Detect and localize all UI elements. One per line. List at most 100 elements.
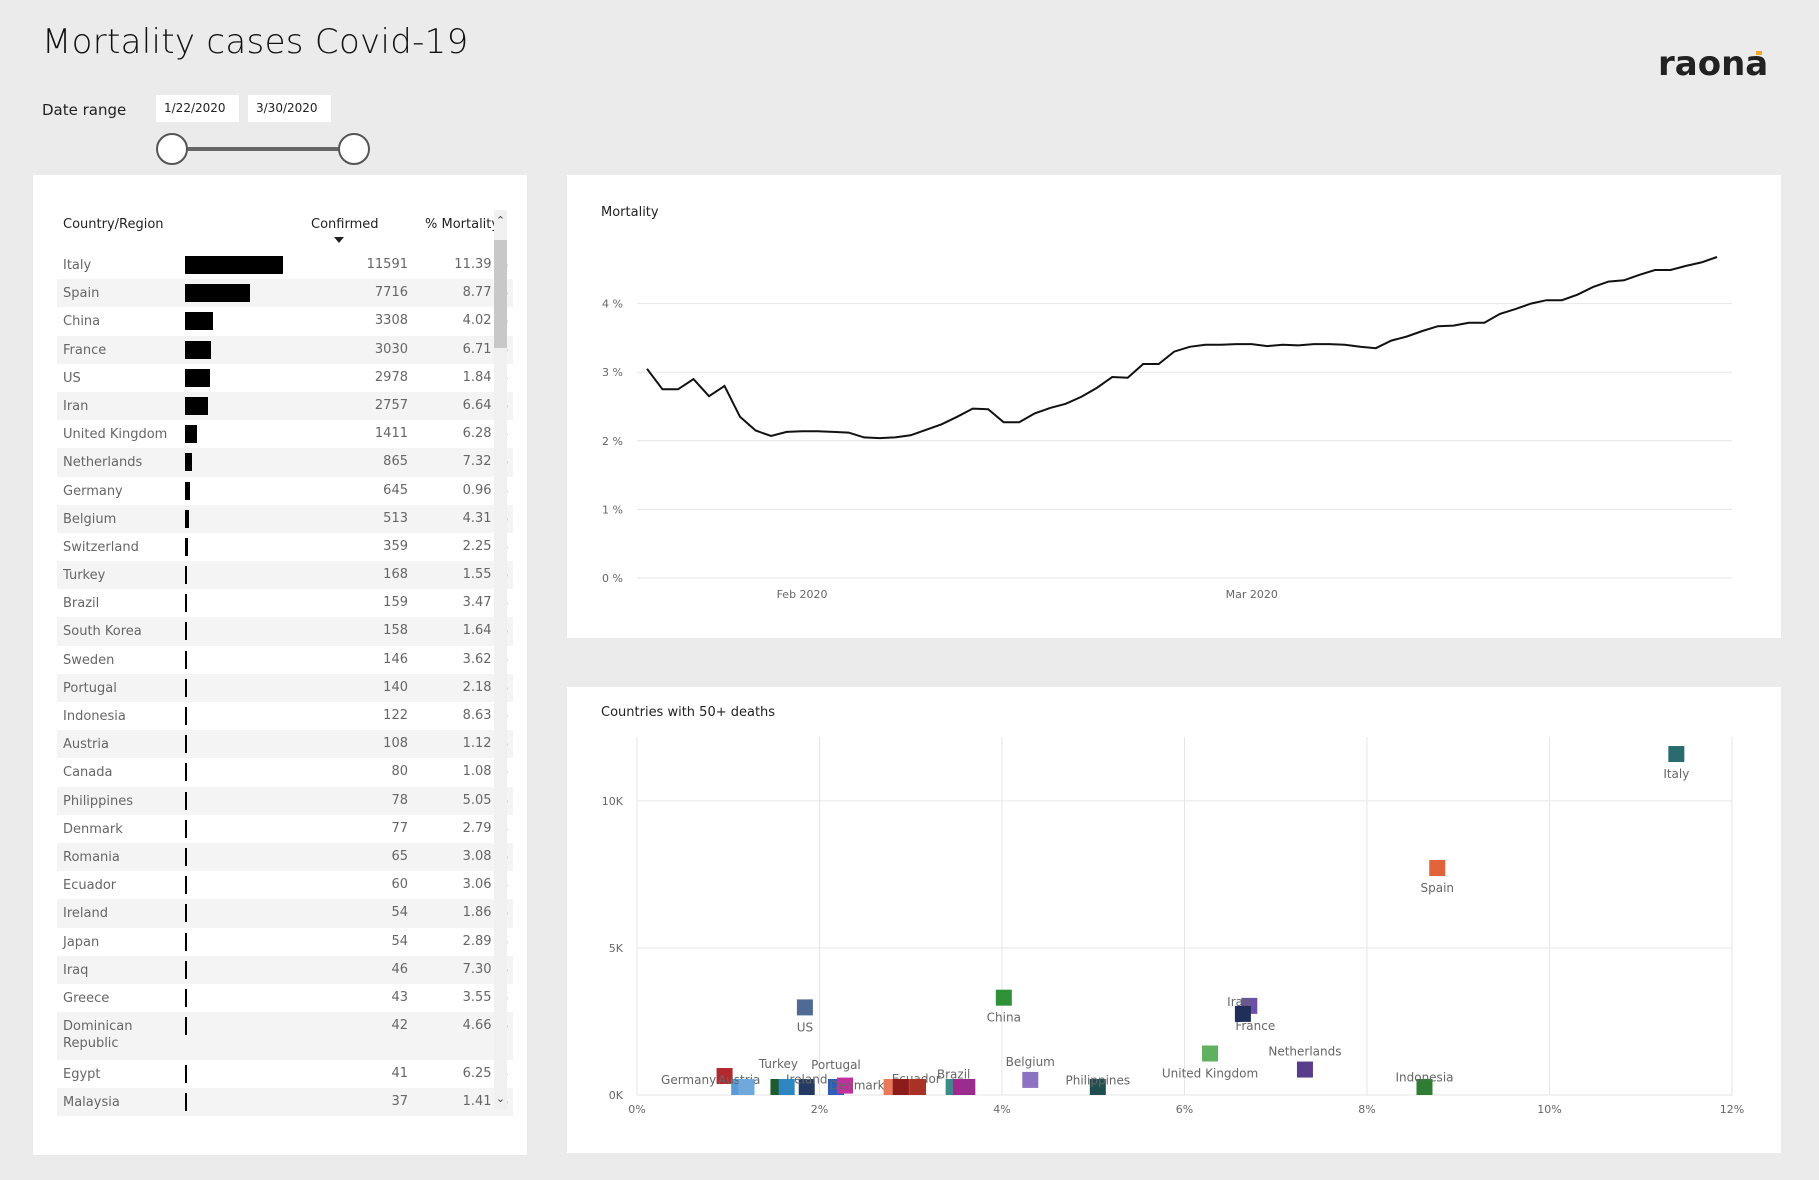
scatter-point[interactable] bbox=[995, 989, 1012, 1006]
cell-confirmed: 2757 bbox=[374, 397, 408, 413]
scroll-thumb[interactable] bbox=[494, 240, 507, 348]
table-row[interactable]: Austria 108 1.12 % bbox=[57, 730, 513, 759]
column-header-confirmed[interactable]: Confirmed bbox=[311, 217, 379, 232]
date-slider-start-handle[interactable] bbox=[156, 133, 188, 165]
table-row[interactable]: United Kingdom 1411 6.28 % bbox=[57, 420, 513, 448]
table-row[interactable]: South Korea 158 1.64 % bbox=[57, 617, 513, 646]
table-row[interactable]: Sweden 146 3.62 % bbox=[57, 646, 513, 674]
scatter-point[interactable] bbox=[1429, 860, 1446, 877]
point-label: US bbox=[797, 1020, 813, 1034]
table-row[interactable]: Portugal 140 2.18 % bbox=[57, 673, 513, 702]
date-end-input[interactable]: 3/30/2020 bbox=[248, 95, 331, 122]
scroll-down-icon[interactable]: ⌄ bbox=[495, 1092, 506, 1105]
scatter-point[interactable] bbox=[837, 1077, 854, 1094]
table-row[interactable]: Indonesia 122 8.63 % bbox=[57, 702, 513, 730]
table-row[interactable]: Iran 2757 6.64 % bbox=[57, 391, 513, 421]
point-label: Denmark bbox=[829, 1079, 884, 1093]
scatter-point[interactable] bbox=[796, 999, 813, 1016]
confirmed-databar bbox=[185, 481, 191, 500]
scatter-point[interactable] bbox=[892, 1079, 909, 1095]
mortality-line-chart: 0 % 1 % 2 % 3 % 4 % Feb 2020 Mar 2020 bbox=[602, 256, 1732, 601]
cell-confirmed: 108 bbox=[383, 736, 408, 752]
cell-confirmed: 146 bbox=[383, 651, 408, 667]
point-label: Brazil bbox=[937, 1067, 971, 1081]
table-row[interactable]: Italy 11591 11.39 % bbox=[57, 251, 513, 279]
table-row[interactable]: Netherlands 865 7.32 % bbox=[57, 448, 513, 477]
cell-country: Portugal bbox=[63, 680, 117, 696]
cell-confirmed: 41 bbox=[391, 1066, 408, 1082]
table-row[interactable]: Japan 54 2.89 % bbox=[57, 928, 513, 956]
table-row[interactable]: Malaysia 37 1.41 % bbox=[57, 1088, 513, 1117]
cell-country: Greece bbox=[63, 990, 110, 1006]
scatter-point[interactable] bbox=[959, 1079, 976, 1095]
cell-confirmed: 865 bbox=[383, 454, 408, 470]
scatter-point[interactable] bbox=[738, 1079, 755, 1095]
table-row[interactable]: Philippines 78 5.05 % bbox=[57, 786, 513, 815]
table-row[interactable]: Iraq 46 7.30 % bbox=[57, 955, 513, 984]
cell-confirmed: 168 bbox=[383, 567, 408, 583]
table-row[interactable]: Ecuador 60 3.06 % bbox=[57, 871, 513, 899]
cell-confirmed: 140 bbox=[383, 679, 408, 695]
table-row[interactable]: Brazil 159 3.47 % bbox=[57, 589, 513, 617]
cell-confirmed: 54 bbox=[391, 905, 408, 921]
confirmed-databar bbox=[185, 791, 187, 810]
cell-country: Italy bbox=[63, 258, 92, 273]
table-row[interactable]: US 2978 1.84 % bbox=[57, 364, 513, 392]
scatter-point[interactable] bbox=[716, 1068, 733, 1085]
cell-confirmed: 3308 bbox=[374, 313, 408, 329]
scatter-point[interactable] bbox=[1668, 746, 1685, 763]
cell-confirmed: 60 bbox=[391, 877, 408, 893]
logo-text: raona bbox=[1658, 44, 1768, 84]
cell-country: Indonesia bbox=[63, 709, 126, 724]
table-row[interactable]: Greece 43 3.55 % bbox=[57, 984, 513, 1012]
table-row[interactable]: Turkey 168 1.55 % bbox=[57, 561, 513, 590]
confirmed-databar bbox=[185, 622, 187, 641]
scroll-up-icon[interactable]: ⌃ bbox=[495, 214, 506, 227]
point-label: France bbox=[1235, 1019, 1275, 1033]
table-body: Italy 11591 11.39 % Spain 7716 8.77 % China 330… bbox=[57, 251, 513, 1117]
scatter-point[interactable] bbox=[910, 1079, 927, 1095]
x-tick-label: 8% bbox=[1358, 1103, 1375, 1116]
scatter-point[interactable] bbox=[778, 1079, 795, 1095]
table-row[interactable]: Ireland 54 1.86 % bbox=[57, 899, 513, 928]
table-row[interactable]: Egypt 41 6.25 % bbox=[57, 1060, 513, 1088]
table-row[interactable]: Romania 65 3.08 % bbox=[57, 842, 513, 872]
table-row[interactable]: China 3308 4.02 % bbox=[57, 307, 513, 335]
table-scrollbar[interactable]: ⌃ ⌄ bbox=[494, 210, 507, 1110]
scatter-point[interactable] bbox=[1089, 1079, 1106, 1095]
date-slider-track[interactable] bbox=[172, 147, 354, 151]
confirmed-databar bbox=[185, 735, 187, 754]
table-row[interactable]: Germany 645 0.96 % bbox=[57, 477, 513, 505]
point-label: Spain bbox=[1420, 881, 1454, 895]
scatter-point[interactable] bbox=[798, 1079, 815, 1095]
cell-confirmed: 7716 bbox=[374, 285, 408, 301]
country-table-card: Country/Region Confirmed % Mortality Ita… bbox=[33, 175, 527, 1155]
scatter-point[interactable] bbox=[1416, 1079, 1433, 1095]
confirmed-databar bbox=[185, 904, 187, 923]
scatter-point[interactable] bbox=[1296, 1061, 1313, 1078]
cell-confirmed: 1411 bbox=[374, 426, 408, 442]
table-row[interactable]: France 3030 6.71 % bbox=[57, 335, 513, 364]
table-row[interactable]: Dominican Republic 42 4.66 % bbox=[57, 1012, 513, 1061]
table-row[interactable]: Belgium 513 4.31 % bbox=[57, 504, 513, 533]
table-row[interactable]: Canada 80 1.08 % bbox=[57, 758, 513, 786]
date-slider-end-handle[interactable] bbox=[338, 133, 370, 165]
column-header-mortality[interactable]: % Mortality bbox=[425, 217, 500, 232]
table-row[interactable]: Denmark 77 2.79 % bbox=[57, 815, 513, 843]
cell-country: Malaysia bbox=[63, 1095, 120, 1111]
cell-country: Ireland bbox=[63, 906, 108, 922]
table-row[interactable]: Switzerland 359 2.25 % bbox=[57, 533, 513, 561]
y-tick-label: 0K bbox=[609, 1089, 624, 1102]
table-row[interactable]: Spain 7716 8.77 % bbox=[57, 279, 513, 308]
column-header-country[interactable]: Country/Region bbox=[63, 217, 164, 232]
mortality-series-line bbox=[646, 256, 1718, 440]
y-tick-label: 10K bbox=[602, 795, 624, 808]
date-start-input[interactable]: 1/22/2020 bbox=[156, 95, 239, 122]
scatter-point[interactable] bbox=[1022, 1071, 1039, 1088]
cell-country: Canada bbox=[63, 765, 113, 781]
date-range-label: Date range bbox=[42, 101, 127, 119]
confirmed-databar bbox=[185, 256, 283, 274]
confirmed-databar bbox=[185, 396, 209, 415]
scatter-point[interactable] bbox=[1202, 1045, 1219, 1062]
scatter-point[interactable] bbox=[1234, 1005, 1251, 1022]
